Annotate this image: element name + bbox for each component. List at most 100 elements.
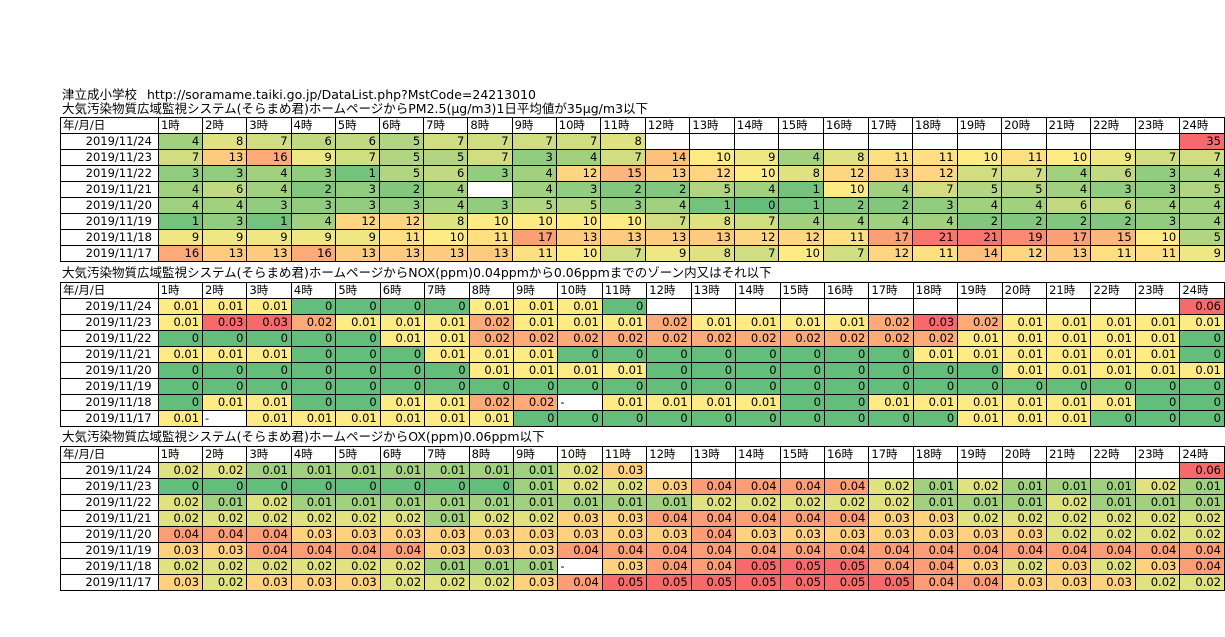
value-cell: 4 — [1179, 197, 1225, 214]
table-row: 2019/11/20 0.04 0.04 0.04 0.03 0.03 0.03 0.03 0.… — [60, 526, 1225, 543]
value-cell: 0.01 — [424, 462, 470, 479]
value-cell: 0.03 — [779, 526, 825, 543]
value-cell: 0 — [157, 378, 204, 395]
value-cell: 0.02 — [1090, 526, 1136, 543]
value-cell: 0 — [1134, 394, 1181, 411]
value-cell: 0.04 — [290, 542, 337, 559]
hour-header: 17時 — [868, 446, 914, 463]
value-cell: 0.05 — [868, 574, 914, 591]
table-row: 2019/11/23 0.01 0.03 0.03 0.02 0.01 0.01 0.01 0.… — [60, 314, 1225, 331]
hour-header: 23時 — [1134, 282, 1181, 299]
hour-header: 10時 — [557, 446, 603, 463]
value-cell: 0 — [512, 378, 559, 395]
value-cell: 9 — [157, 229, 204, 246]
value-cell: 5 — [378, 165, 425, 182]
value-cell: 0 — [290, 362, 337, 379]
value-cell — [1134, 462, 1181, 479]
value-cell — [1090, 462, 1136, 479]
value-cell: 0.03 — [1046, 558, 1092, 575]
value-cell: 0.03 — [601, 526, 648, 543]
value-cell: 0.01 — [557, 314, 603, 331]
value-cell: 0.01 — [1001, 362, 1048, 379]
value-cell: 12 — [822, 165, 869, 182]
value-cell: 0 — [779, 410, 825, 427]
hour-header: 15時 — [778, 117, 824, 134]
value-cell: 7 — [733, 245, 780, 262]
value-cell: 0.04 — [202, 526, 248, 543]
hour-header: 10時 — [557, 282, 603, 299]
value-cell: 8 — [822, 149, 869, 166]
value-cell: 1 — [778, 181, 824, 198]
value-cell: 0.01 — [1179, 478, 1225, 495]
value-cell: 7 — [511, 133, 557, 150]
hour-header: 8時 — [468, 446, 515, 463]
value-cell: 0.01 — [379, 330, 426, 347]
value-cell: 0.02 — [735, 330, 781, 347]
value-cell: 6 — [202, 181, 248, 198]
value-cell: 7 — [733, 213, 780, 230]
hour-header: 4時 — [290, 117, 336, 134]
hour-header: 9時 — [512, 446, 559, 463]
value-cell: 0.02 — [779, 494, 825, 511]
value-cell: 0.01 — [690, 314, 737, 331]
value-cell: 0 — [202, 378, 248, 395]
value-cell: 0 — [601, 410, 648, 427]
value-cell: 0.04 — [557, 574, 603, 591]
value-cell: 0.02 — [779, 330, 825, 347]
value-cell: 7 — [1001, 165, 1047, 182]
value-cell: 0 — [290, 346, 337, 363]
value-cell: 0.04 — [646, 558, 692, 575]
value-cell: 0.02 — [557, 330, 603, 347]
value-cell: 7 — [1179, 149, 1225, 166]
value-cell: 3 — [555, 181, 602, 198]
value-cell: 7 — [467, 149, 513, 166]
value-cell: 0.03 — [379, 526, 426, 543]
value-cell: 0.01 — [1046, 330, 1092, 347]
value-cell: 12 — [378, 213, 425, 230]
row-date: 2019/11/18 — [60, 229, 159, 246]
value-cell: 0 — [290, 378, 337, 395]
value-cell: 5 — [555, 197, 602, 214]
value-cell: 0.02 — [1134, 510, 1181, 527]
row-date: 2019/11/19 — [60, 213, 159, 230]
value-cell: 12 — [733, 229, 780, 246]
hour-header: 16時 — [822, 117, 869, 134]
value-cell: 11 — [1001, 149, 1047, 166]
value-cell: 0 — [690, 346, 737, 363]
value-cell: 0.01 — [335, 462, 381, 479]
value-cell: 0.01 — [512, 462, 559, 479]
value-cell: 0.02 — [868, 494, 914, 511]
value-cell: 0.04 — [735, 542, 781, 559]
value-cell: 0.02 — [379, 510, 426, 527]
value-cell: 0.04 — [690, 478, 737, 495]
value-cell: 12 — [689, 165, 735, 182]
value-cell: 0.02 — [157, 558, 204, 575]
value-cell: 12 — [555, 165, 602, 182]
value-cell: 6 — [1090, 197, 1136, 214]
value-cell: 3 — [290, 165, 336, 182]
value-cell: 0.01 — [1134, 330, 1181, 347]
value-cell: 5 — [689, 181, 735, 198]
hour-header: 7時 — [423, 117, 469, 134]
value-cell: 0.02 — [157, 462, 204, 479]
value-cell: 0.01 — [512, 298, 559, 315]
value-cell: 0 — [379, 346, 426, 363]
value-cell: 0.03 — [290, 526, 337, 543]
value-cell: 0.01 — [290, 410, 337, 427]
value-cell: 0.02 — [823, 330, 870, 347]
value-cell: 0.03 — [468, 526, 515, 543]
value-cell: 0.01 — [1046, 346, 1092, 363]
value-cell: 0.05 — [646, 574, 692, 591]
row-date: 2019/11/23 — [60, 149, 159, 166]
value-cell: 4 — [246, 165, 292, 182]
hour-header: 11時 — [600, 117, 646, 134]
value-cell: 0.01 — [202, 298, 248, 315]
row-date: 2019/11/24 — [60, 133, 159, 150]
value-cell: 0.02 — [512, 510, 559, 527]
nox-table: 年/月/日 1時 2時 3時 4時 5時 6時 7時 8時 9時 10時 11時 12時 13時 14時 15… — [60, 282, 1225, 427]
value-cell — [735, 298, 781, 315]
value-cell — [957, 298, 1003, 315]
value-cell: 0 — [290, 298, 337, 315]
hour-header: 24時 — [1179, 117, 1225, 134]
value-cell: 4 — [511, 165, 557, 182]
